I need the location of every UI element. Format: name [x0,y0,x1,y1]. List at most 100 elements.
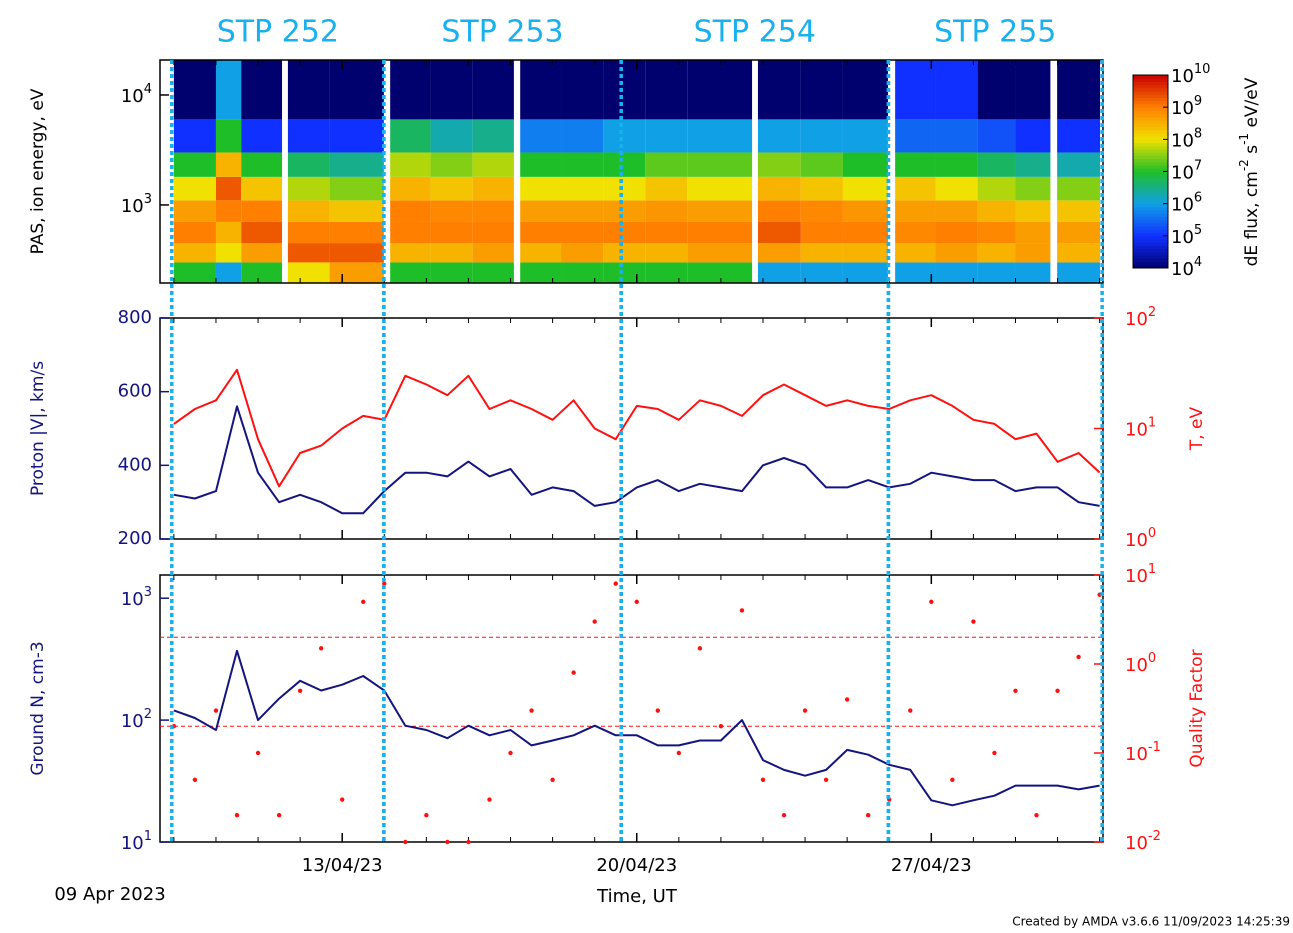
spectrogram-cell [977,60,1016,120]
spectrogram-cell [561,60,604,120]
colorbar-swatch [1133,264,1168,269]
data-point [487,797,492,802]
spectrogram-cell [287,60,330,120]
spectrogram-cell [520,119,562,153]
y-axis-title: Proton |V|, km/s [28,361,48,496]
spectrogram-cell [757,262,801,283]
data-point [403,839,408,845]
spectrogram-cell [329,60,384,120]
y2-tick-label-exp: 2 [1148,305,1156,320]
spectrogram-cell [472,221,514,244]
spectrogram-cell [241,119,283,153]
spectrogram-cell [800,119,843,153]
spectrogram-cell [757,60,801,120]
spectrogram-cell [287,176,330,201]
spectrogram-cell [241,176,283,201]
spectrogram-cell [687,243,753,263]
data-point [992,750,997,756]
spectrogram-cell [842,176,888,201]
spectrogram-cell [390,221,431,244]
data-point [634,599,639,604]
colorbar-swatch [1133,171,1168,176]
spectrogram-cell [842,119,888,153]
data-point [844,697,850,702]
spectrogram-cell [1057,200,1101,222]
x-tick-label: 20/04/23 [596,855,677,876]
colorbar-swatch [1133,248,1168,253]
spectrogram-cell [1057,176,1101,201]
interval-label: STP 255 [934,15,1056,50]
spectrogram-cell [687,119,753,153]
spectrogram-cell [215,119,242,153]
spectrogram-cell [757,243,801,263]
colorbar-swatch [1133,194,1168,198]
spectrogram-cell [687,176,753,201]
colorbar-swatch [1133,197,1168,201]
colorbar-swatch [1133,142,1168,147]
colorbar-swatch [1133,75,1168,79]
spectrogram-cell [687,200,753,222]
colorbar-swatch [1133,168,1168,172]
colorbar-swatch [1133,177,1168,182]
colorbar-swatch [1133,226,1168,230]
spectrogram-cell [895,176,936,201]
data-point [466,839,471,845]
data-point [592,619,597,624]
data-point [529,708,534,713]
spectrogram-cell [977,243,1016,263]
colorbar-swatch [1133,235,1168,240]
x-axis-title: Time, UT [596,886,678,907]
colorbar-swatch [1133,97,1168,102]
data-point [361,599,366,604]
spectrogram-cell [561,243,604,263]
y-tick-label-exp: 3 [144,585,152,600]
y-tick-label-exp: 4 [144,81,152,96]
y2-tick-label: 101 [1125,562,1156,588]
spectrogram-cell [215,221,242,244]
spectrogram-cell [1057,152,1101,177]
spectrogram-cell [603,119,646,153]
spectrogram-cell [800,262,843,283]
spectrogram-cell [603,262,646,283]
colorbar-swatch [1133,184,1168,189]
data-point [1034,813,1039,818]
colorbar-tick-label: 104 [1171,255,1202,281]
y2-tick-label: 100 [1125,651,1156,677]
y-tick-label: 103 [121,585,152,611]
colorbar-swatch [1133,245,1168,250]
spectrogram-cell [561,221,604,244]
spectrogram-cell [329,119,384,153]
data-point [382,581,387,586]
spectrogram-cell [241,152,283,177]
data-point [297,688,303,693]
spectrogram-cell [895,152,936,177]
spectrogram-cell [520,152,562,177]
spectrogram-cell [895,243,936,263]
colorbar-swatch [1133,165,1168,169]
colorbar-swatch [1133,232,1168,237]
spectrogram-cell [430,176,473,201]
spectrogram-cell [757,152,801,177]
spectrogram-cell [895,119,936,153]
spectrogram-cell [430,243,473,263]
interval-label: STP 254 [694,15,816,50]
data-point [571,670,576,675]
spectrogram-cell [472,60,514,120]
spectrogram-cell [645,176,688,201]
y2-axis-title: Quality Factor [1187,649,1207,767]
data-point [697,646,703,651]
y-tick-label-exp: 3 [144,191,152,206]
spectrogram-cell [329,152,384,177]
colorbar-swatch [1133,200,1168,205]
spectrogram-cell [561,176,604,201]
data-point [445,839,450,845]
y2-tick-label: 102 [1125,305,1156,331]
colorbar-tick-label: 105 [1171,222,1202,248]
y2-tick-label: 10-2 [1125,829,1161,855]
spectrogram-cell [472,243,514,263]
colorbar-swatch [1133,94,1168,99]
spectrogram-cell [520,176,562,201]
spectrogram-cell [895,200,936,222]
colorbar-swatch [1133,123,1168,127]
colorbar-swatch [1133,148,1168,153]
